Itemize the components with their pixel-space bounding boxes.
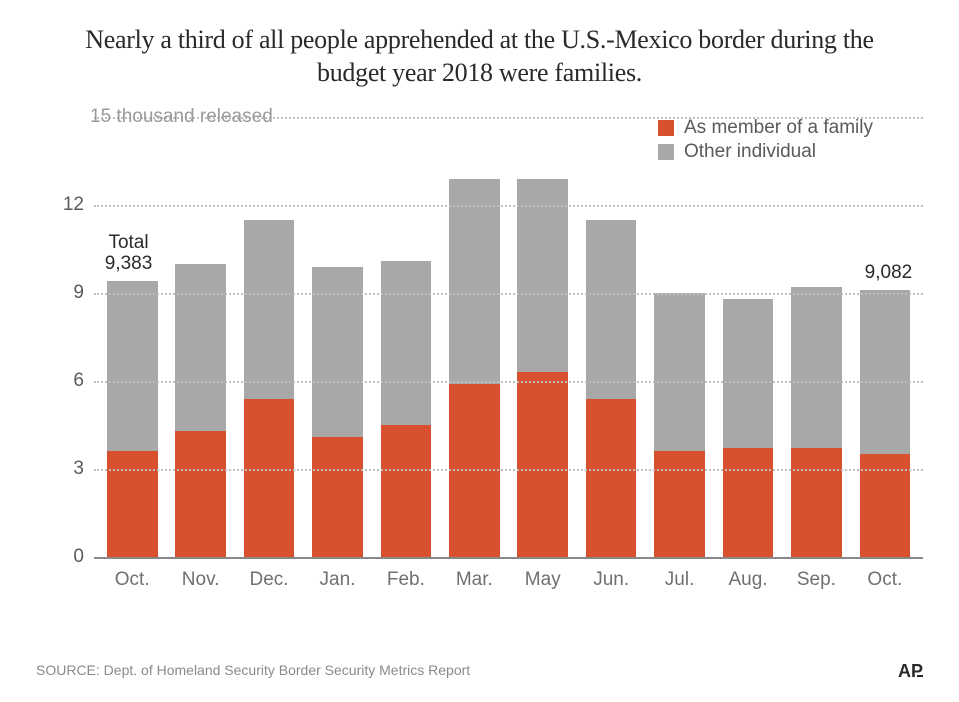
x-tick-label: Dec. xyxy=(235,561,303,597)
bar xyxy=(586,220,637,557)
bar-segment-family xyxy=(244,399,295,557)
bar xyxy=(107,281,158,557)
gridline xyxy=(94,381,923,383)
bar xyxy=(312,267,363,557)
bar-segment-other xyxy=(654,293,705,451)
y-tick-label: 0 xyxy=(54,546,84,568)
bar-slot xyxy=(440,117,508,557)
bar-annotation: Total9,383 xyxy=(105,232,153,276)
bar-segment-other xyxy=(860,290,911,454)
x-tick-label: Nov. xyxy=(166,561,234,597)
y-tick-label: 15 thousand released xyxy=(90,106,273,128)
bars-group xyxy=(94,117,923,557)
bar-segment-other xyxy=(175,264,226,431)
bar-slot xyxy=(509,117,577,557)
bar-slot xyxy=(714,117,782,557)
bar xyxy=(654,293,705,557)
bar xyxy=(244,220,295,557)
chart-title: Nearly a third of all people apprehended… xyxy=(0,0,959,97)
bar-slot xyxy=(98,117,166,557)
bar-segment-other xyxy=(723,299,774,449)
bar-segment-family xyxy=(586,399,637,557)
bar xyxy=(381,261,432,557)
bar-segment-family xyxy=(107,451,158,557)
gridline xyxy=(94,205,923,207)
ap-logo: AP xyxy=(898,661,923,682)
gridline xyxy=(94,557,923,559)
y-tick-label: 6 xyxy=(54,370,84,392)
gridline xyxy=(94,293,923,295)
x-tick-label: Mar. xyxy=(440,561,508,597)
gridline xyxy=(94,469,923,471)
bar-segment-family xyxy=(723,448,774,557)
bar-segment-other xyxy=(449,179,500,384)
bar-slot xyxy=(372,117,440,557)
y-tick-label: 12 xyxy=(54,194,84,216)
bar-slot xyxy=(166,117,234,557)
plot-area: 03691215 thousand releasedTotal9,3839,08… xyxy=(94,117,923,557)
y-tick-label: 9 xyxy=(54,282,84,304)
bar-segment-other xyxy=(244,220,295,399)
bar-segment-other xyxy=(791,287,842,448)
bar-slot xyxy=(782,117,850,557)
bar xyxy=(860,290,911,557)
x-tick-label: Oct. xyxy=(851,561,919,597)
x-tick-label: Jan. xyxy=(303,561,371,597)
bar xyxy=(175,264,226,557)
y-tick-label: 3 xyxy=(54,458,84,480)
bar-slot xyxy=(235,117,303,557)
bar-slot xyxy=(851,117,919,557)
chart-container: As member of a family Other individual 0… xyxy=(36,117,923,597)
bar-slot xyxy=(645,117,713,557)
x-tick-label: Oct. xyxy=(98,561,166,597)
bar xyxy=(517,179,568,557)
bar-segment-family xyxy=(654,451,705,557)
x-tick-label: Jun. xyxy=(577,561,645,597)
bar-segment-other xyxy=(517,179,568,373)
bar-slot xyxy=(577,117,645,557)
x-tick-label: May xyxy=(509,561,577,597)
bar-segment-other xyxy=(107,281,158,451)
bar xyxy=(791,287,842,557)
bar-segment-family xyxy=(175,431,226,557)
bar-segment-family xyxy=(381,425,432,557)
bar-segment-family xyxy=(312,437,363,557)
x-tick-label: Sep. xyxy=(782,561,850,597)
bar xyxy=(723,299,774,557)
bar xyxy=(449,179,500,557)
bar-segment-other xyxy=(586,220,637,399)
source-line: SOURCE: Dept. of Homeland Security Borde… xyxy=(36,662,470,678)
bar-segment-other xyxy=(381,261,432,425)
x-tick-label: Feb. xyxy=(372,561,440,597)
bar-segment-family xyxy=(517,372,568,557)
x-axis-labels: Oct.Nov.Dec.Jan.Feb.Mar.MayJun.Jul.Aug.S… xyxy=(94,561,923,597)
x-tick-label: Aug. xyxy=(714,561,782,597)
bar-annotation: 9,082 xyxy=(865,262,913,284)
bar-segment-family xyxy=(791,448,842,557)
x-tick-label: Jul. xyxy=(645,561,713,597)
bar-slot xyxy=(303,117,371,557)
